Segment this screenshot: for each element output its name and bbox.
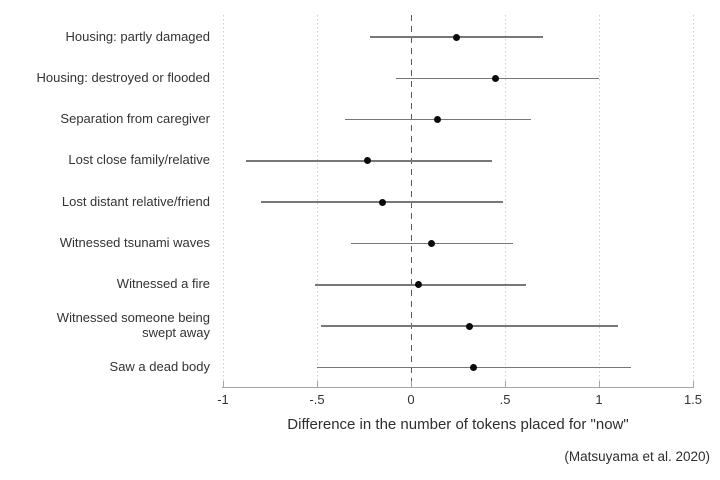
category-label: Saw a dead body (109, 359, 210, 375)
point-estimate-dot (492, 74, 500, 82)
point-estimate-dot (415, 281, 423, 289)
point-estimate-dot (433, 116, 441, 124)
category-label: Witnessed tsunami waves (59, 235, 210, 251)
gridline (692, 15, 694, 387)
x-axis-tick (316, 381, 318, 387)
x-axis-tick-label: -1 (217, 392, 229, 407)
x-axis-tick (222, 381, 224, 387)
x-axis-tick-label: 1.5 (683, 392, 703, 407)
gridline (222, 15, 224, 387)
x-axis-line (222, 387, 694, 388)
point-estimate-dot (364, 157, 372, 165)
point-estimate-dot (428, 240, 436, 248)
category-label: Separation from caregiver (60, 111, 210, 127)
x-axis-title: Difference in the number of tokens place… (287, 416, 629, 433)
x-axis-tick-label: 0 (407, 392, 415, 407)
citation: (Matsuyama et al. 2020) (564, 449, 710, 464)
x-axis-tick-label: 1 (595, 392, 603, 407)
x-axis-tick (410, 381, 412, 387)
x-axis-tick-label: .5 (499, 392, 511, 407)
x-axis-tick-label: -.5 (309, 392, 325, 407)
category-label: Witnessed someone being swept away (56, 310, 210, 341)
zero-reference-line (410, 15, 412, 387)
gridline (504, 15, 506, 387)
point-estimate-dot (452, 33, 460, 41)
x-axis-tick (598, 381, 600, 387)
gridline (598, 15, 600, 387)
point-estimate-dot (469, 364, 477, 371)
category-label: Housing: destroyed or flooded (36, 69, 210, 85)
category-label: Lost distant relative/friend (61, 193, 210, 209)
x-axis-tick (692, 381, 694, 387)
category-label: Lost close family/relative (68, 152, 210, 168)
point-estimate-dot (379, 198, 387, 206)
point-estimate-dot (465, 322, 473, 330)
category-label: Housing: partly damaged (65, 28, 210, 44)
gridline (316, 15, 318, 387)
category-label: Witnessed a fire (116, 276, 210, 292)
x-axis-tick (504, 381, 506, 387)
